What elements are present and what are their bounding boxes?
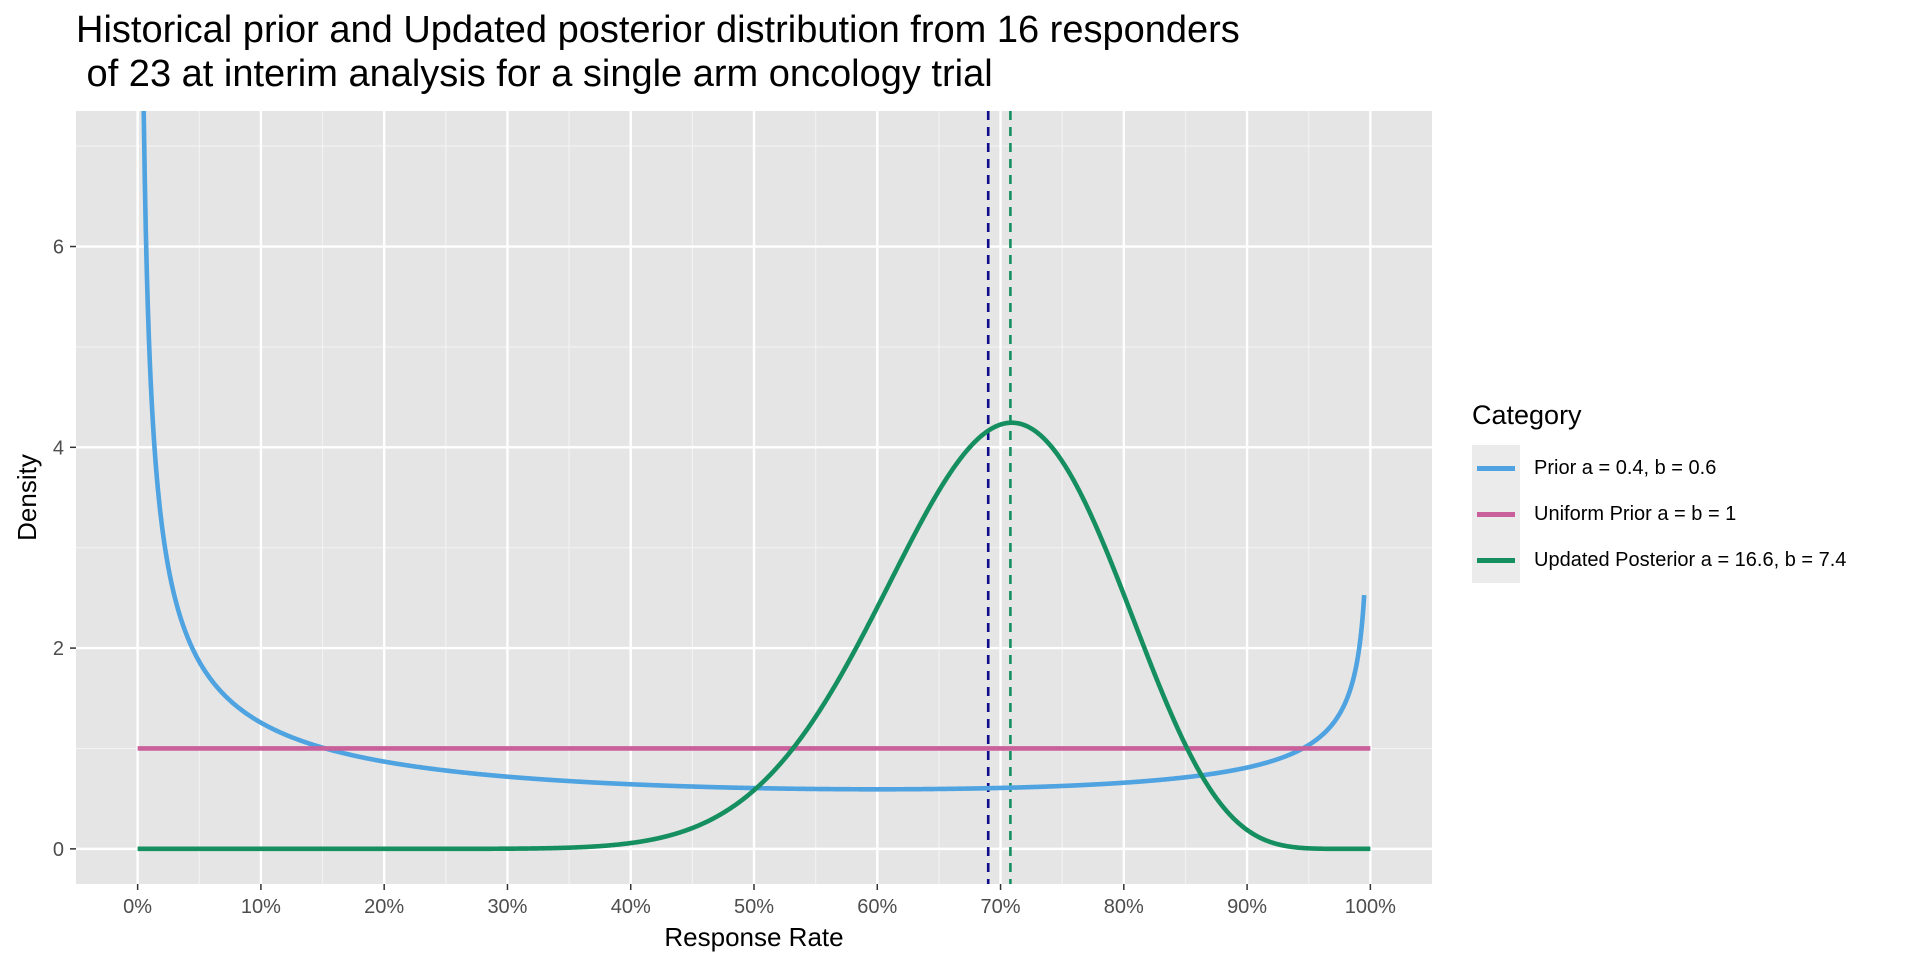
- axis-ticks: 0% 10% 20% 30% 40% 50% 60% 70% 80% 90% 100% 0 2 4 6: [53, 237, 1396, 918]
- y-axis-title: Density: [12, 454, 42, 541]
- legend-item-posterior: Updated Posterior a = 16.6, b = 7.4: [1472, 537, 1846, 583]
- legend-label: Uniform Prior a = b = 1: [1534, 502, 1737, 525]
- legend: Category Prior a = 0.4, b = 0.6 Uniform …: [1472, 400, 1846, 583]
- x-tick-label: 70%: [981, 896, 1021, 918]
- x-tick-label: 50%: [734, 896, 774, 918]
- legend-item-uniform-prior: Uniform Prior a = b = 1: [1472, 491, 1846, 537]
- legend-key: [1472, 491, 1520, 537]
- legend-label: Updated Posterior a = 16.6, b = 7.4: [1534, 548, 1847, 571]
- y-tick-label: 4: [53, 437, 64, 459]
- x-tick-label: 80%: [1104, 896, 1144, 918]
- x-tick-label: 10%: [241, 896, 281, 918]
- chart-title: Historical prior and Updated posterior d…: [76, 9, 1240, 95]
- series-line: [136, 420, 1372, 852]
- x-tick-label: 60%: [857, 896, 897, 918]
- legend-key: [1472, 537, 1520, 583]
- legend-title: Category: [1472, 400, 1582, 430]
- series-line: [141, 111, 1367, 792]
- y-tick-label: 2: [53, 638, 64, 660]
- legend-label: Prior a = 0.4, b = 0.6: [1534, 456, 1717, 479]
- x-axis-title: Response Rate: [664, 922, 843, 952]
- x-tick-label: 90%: [1227, 896, 1267, 918]
- x-tick-label: 40%: [611, 896, 651, 918]
- x-tick-label: 0%: [123, 896, 152, 918]
- major-gridlines: [76, 111, 1432, 884]
- legend-item-prior: Prior a = 0.4, b = 0.6: [1472, 445, 1846, 491]
- x-tick-label: 30%: [487, 896, 527, 918]
- series-lines: [136, 111, 1372, 852]
- reference-lines: [986, 111, 1012, 884]
- y-tick-label: 0: [53, 839, 64, 861]
- x-tick-label: 100%: [1345, 896, 1396, 918]
- x-tick-label: 20%: [364, 896, 404, 918]
- legend-key: [1472, 445, 1520, 491]
- y-tick-label: 6: [53, 237, 64, 259]
